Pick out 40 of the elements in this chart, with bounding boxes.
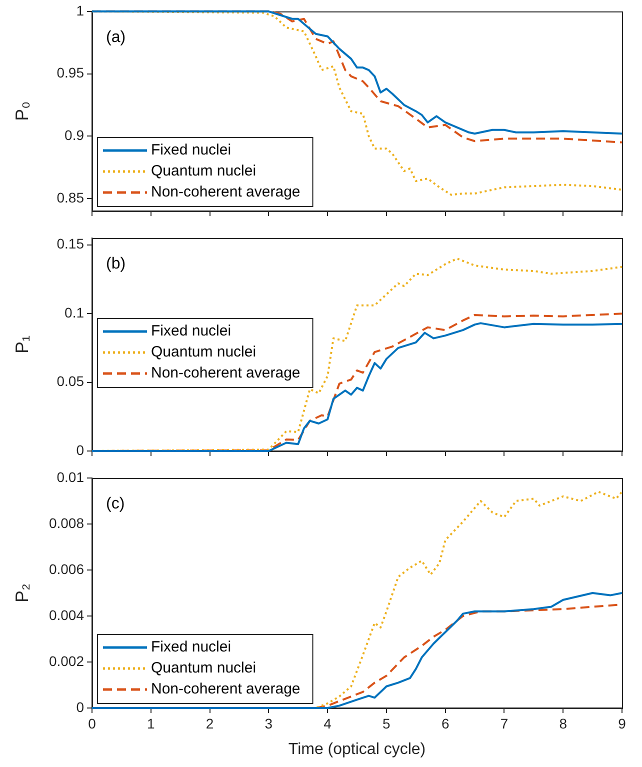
x-tick-label: 5 <box>382 715 391 732</box>
x-tick-label: 8 <box>559 715 568 732</box>
y-tick-label: 0.1 <box>64 304 84 320</box>
y-tick-label: 0.004 <box>48 606 84 623</box>
y-axis-title: P₁ <box>12 335 32 354</box>
y-tick-label: 0.008 <box>48 514 84 531</box>
legend-label: Quantum nuclei <box>151 344 256 361</box>
legend-label: Fixed nuclei <box>151 142 232 159</box>
y-tick-label: 0.15 <box>56 236 84 252</box>
y-tick-label: 0.05 <box>56 373 84 390</box>
legend-label: Quantum nuclei <box>151 162 256 180</box>
y-axis-title: P₂ <box>12 583 32 602</box>
legend-label: Non-coherent average <box>151 364 300 382</box>
y-tick-label: 0 <box>76 698 84 715</box>
x-tick-label: 3 <box>264 715 273 732</box>
legend-label: Non-coherent average <box>151 680 300 698</box>
y-tick-label: 0.002 <box>48 652 84 669</box>
y-tick-label: 0 <box>76 442 84 458</box>
y-tick-label: 0.01 <box>56 468 84 485</box>
annotation: (b) <box>106 255 126 272</box>
legend-label: Fixed nuclei <box>151 638 232 656</box>
x-tick-label: 9 <box>618 715 626 732</box>
legend-label: Fixed nuclei <box>151 322 232 340</box>
x-tick-label: 1 <box>146 715 155 732</box>
x-tick-label: 0 <box>88 715 96 732</box>
x-axis-title: Time (optical cycle) <box>288 740 426 758</box>
x-tick-label: 2 <box>206 715 214 732</box>
x-tick-label: 6 <box>441 715 450 732</box>
x-tick-label: 7 <box>500 715 508 732</box>
x-tick-label: 4 <box>324 715 332 732</box>
legend-label: Quantum nuclei <box>151 660 256 677</box>
y-tick-label: 1 <box>76 2 84 18</box>
y-tick-label: 0.95 <box>56 64 84 81</box>
y-tick-label: 0.9 <box>64 127 84 144</box>
legend-label: Non-coherent average <box>151 184 300 201</box>
annotation: (a) <box>106 28 126 46</box>
y-tick-label: 0.85 <box>56 189 84 206</box>
y-tick-label: 0.006 <box>48 560 84 577</box>
annotation: (c) <box>106 495 125 512</box>
y-axis-title: P₀ <box>12 101 32 121</box>
